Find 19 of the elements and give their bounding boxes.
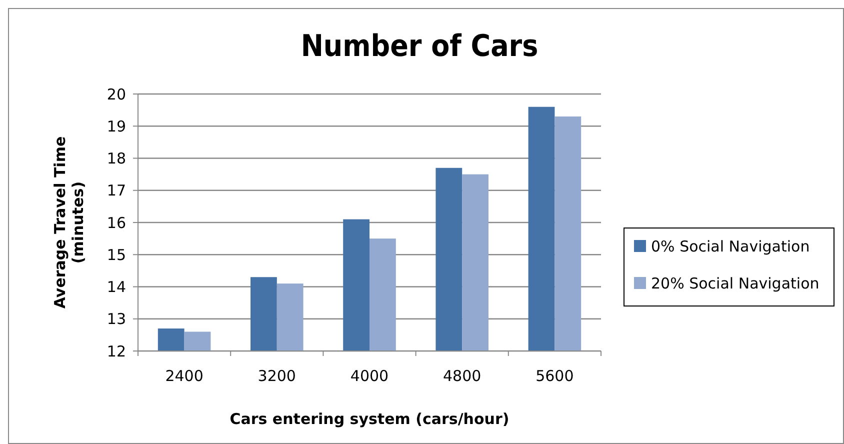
y-tick-label: 12 <box>106 342 126 360</box>
x-tick-label: 4800 <box>443 367 482 385</box>
legend-label: 0% Social Navigation <box>651 237 810 256</box>
x-axis-title: Cars entering system (cars/hour) <box>230 410 510 428</box>
y-tick-label: 15 <box>106 246 126 264</box>
y-tick-label: 17 <box>106 182 126 200</box>
y-axis-title: Average Travel Time (minutes) <box>51 136 87 309</box>
y-tick-label: 14 <box>106 278 126 296</box>
y-tick-label: 16 <box>106 214 126 232</box>
x-tick-label: 5600 <box>536 367 574 385</box>
y-tick-label: 13 <box>106 310 126 328</box>
x-tick-label: 4000 <box>350 367 389 385</box>
chart-title: Number of Cars <box>300 29 538 64</box>
x-tick-label: 2400 <box>165 367 204 385</box>
y-tick-label: 18 <box>106 150 126 168</box>
y-tick-label: 20 <box>106 85 126 104</box>
y-tick-label: 19 <box>106 117 126 136</box>
legend-label: 20% Social Navigation <box>651 274 820 292</box>
x-tick-label: 3200 <box>258 367 296 385</box>
